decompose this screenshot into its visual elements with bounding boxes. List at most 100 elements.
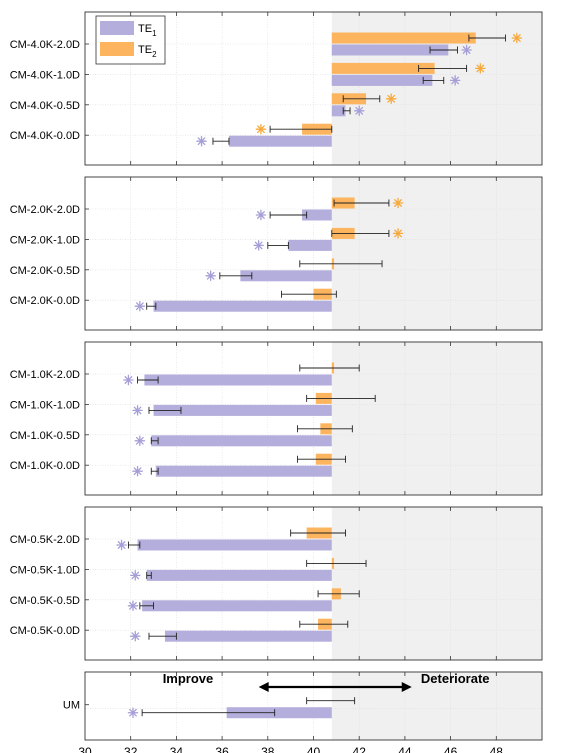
star-te1 [127,600,139,612]
star-stroke [131,571,140,580]
star-te1 [205,270,216,282]
star-stroke [257,125,265,134]
x-tick-label: 36 [215,745,229,753]
errorbar-te2 [269,125,333,133]
row-label: CM-4.0K-2.0D [10,39,80,51]
star-stroke [124,376,133,384]
errorbar-te1 [146,302,157,310]
row-label: CM-0.5K-0.0D [10,625,80,637]
errorbar-te2 [299,620,349,628]
star-te1 [132,465,143,477]
star-stroke [133,406,142,415]
row-label: CM-1.0K-0.0D [10,460,80,472]
row-label: CM-0.5K-2.0D [10,534,80,546]
x-tick-label: 30 [78,745,92,753]
bar-te1 [240,270,332,282]
errorbar-te1 [148,632,177,640]
star-te1 [123,374,134,386]
bar-te1 [331,44,449,56]
bar-te1 [288,239,332,251]
star-stroke [476,64,485,73]
star-stroke [394,199,402,207]
row-label: CM-2.0K-1.0D [10,234,80,246]
panel-frame [84,11,543,166]
row-label: UM [63,700,80,712]
star-te1 [132,405,143,416]
x-tick-label: 34 [170,745,184,753]
bar-te2 [331,62,435,74]
star-te1 [130,630,141,642]
star-te1 [255,209,267,221]
errorbar-te2 [333,199,390,207]
bar-te1 [155,465,332,477]
bar-te1 [153,300,332,312]
deteriorate-label: Deteriorate [421,671,490,686]
bar-te1 [142,600,332,612]
row-label: CM-1.0K-0.5D [10,430,80,442]
errorbar-te1 [219,272,253,280]
star-stroke [117,541,126,549]
star-stroke [131,632,140,641]
star-te1 [134,435,146,447]
arrow-head-left [258,682,269,692]
row-label: CM-2.0K-0.5D [10,265,80,277]
row-label: CM-4.0K-0.0D [10,130,80,142]
bar-te1 [137,539,332,551]
star-stroke [129,601,137,610]
errorbar-te1 [148,406,182,414]
star-te2 [475,63,486,74]
star-stroke [451,76,460,85]
star-stroke [462,46,471,54]
errorbar-te1 [269,211,308,219]
errorbar-te1 [141,709,276,717]
panel-frame [84,506,543,661]
row-label: CM-4.0K-1.0D [10,69,80,81]
errorbar-te2 [468,34,506,42]
arrow-head-right [401,682,412,692]
x-tick-label: 40 [307,745,321,753]
row-label: CM-1.0K-2.0D [10,369,80,381]
errorbar-te2 [297,425,353,433]
errorbar-te1 [150,437,159,445]
star-te1 [461,44,472,56]
star-te2 [385,93,397,105]
star-stroke [197,137,206,146]
errorbar-te1 [267,241,289,249]
star-te2 [511,32,523,44]
star-te1 [253,240,264,251]
errorbar-te1 [422,76,445,84]
errorbar-te2 [297,455,346,463]
star-te1 [134,300,146,312]
row-label: CM-0.5K-1.0D [10,564,80,576]
bar-te1 [153,404,332,416]
star-stroke [387,94,396,103]
bar-te1 [302,209,332,221]
bar-te1 [144,374,332,386]
deteriorate-region [331,672,542,740]
star-te1 [127,707,139,718]
star-te1 [130,570,141,581]
row-label: CM-1.0K-1.0D [10,399,80,411]
errorbar-te1 [429,46,458,54]
errorbar-te2 [306,394,376,402]
bar-te1 [226,707,332,719]
star-te1 [116,539,127,551]
legend-swatch [100,21,134,35]
errorbar-te1 [146,571,152,579]
star-stroke [355,106,364,115]
bar-te2 [331,32,476,44]
errorbar-te1 [137,376,159,384]
errorbar-te1 [139,602,155,610]
panel-frame [84,671,543,741]
row-label: CM-4.0K-0.5D [10,100,80,112]
panel-frame [84,176,543,331]
deteriorate-region [331,342,542,495]
errorbar-te2 [331,229,390,237]
star-stroke [512,34,521,42]
errorbar-te2 [299,364,360,372]
bar-te1 [151,435,332,447]
errorbar-te1 [150,467,159,475]
errorbar-te2 [342,95,381,103]
x-tick-label: 42 [353,745,367,753]
